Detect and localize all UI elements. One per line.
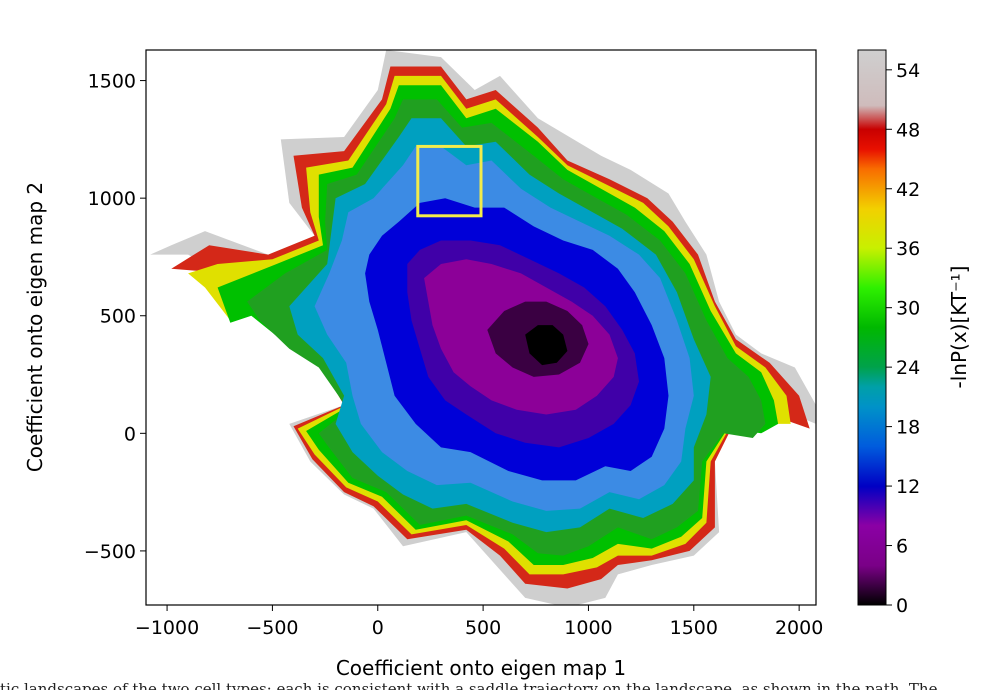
colorbar-tick-label: 24 — [896, 357, 920, 379]
colorbar-ticks: 0 6 12 18 24 30 36 42 48 54 — [886, 60, 920, 617]
figure-caption: tic landscapes of the two cell types; ea… — [0, 680, 938, 690]
colorbar-tick-label: 42 — [896, 179, 920, 201]
y-tick-label: 1000 — [88, 188, 136, 210]
x-tick-label: 500 — [465, 617, 501, 639]
colorbar — [857, 49, 887, 606]
x-tick-label: −500 — [246, 617, 298, 639]
colorbar-tick-label: 18 — [896, 417, 920, 439]
contour-level-0 — [525, 325, 568, 366]
colorbar-tick-label: 30 — [896, 298, 920, 320]
x-tick-label: 2000 — [775, 617, 823, 639]
colorbar-label: -lnP(x)[KT⁻¹] — [947, 266, 971, 389]
y-axis-label: Coefficient onto eigen map 2 — [23, 182, 47, 472]
x-tick-label: 1000 — [564, 617, 612, 639]
colorbar-tick-label: 54 — [896, 60, 920, 82]
highlight-box — [416, 144, 483, 218]
contour-layer — [150, 50, 816, 605]
x-tick-label: 1500 — [670, 617, 718, 639]
y-tick-label: 500 — [100, 306, 136, 328]
colorbar-tick-label: 12 — [896, 476, 920, 498]
colorbar-tick-label: 0 — [896, 595, 908, 617]
colorbar-tick-label: 6 — [896, 536, 908, 558]
y-tick-label: 0 — [124, 423, 136, 445]
plot-frame — [145, 49, 817, 606]
y-tick-label: 1500 — [88, 71, 136, 93]
x-tick-label: −1000 — [135, 617, 199, 639]
x-axis-label: Coefficient onto eigen map 1 — [336, 656, 626, 680]
colorbar-tick-label: 36 — [896, 238, 920, 260]
y-axis: −500 0 500 1000 1500 — [84, 71, 146, 563]
y-tick-label: −500 — [84, 541, 136, 563]
x-tick-label: 0 — [372, 617, 384, 639]
x-axis: −1000 −500 0 500 1000 1500 2000 — [135, 605, 823, 639]
colorbar-tick-label: 48 — [896, 119, 920, 141]
